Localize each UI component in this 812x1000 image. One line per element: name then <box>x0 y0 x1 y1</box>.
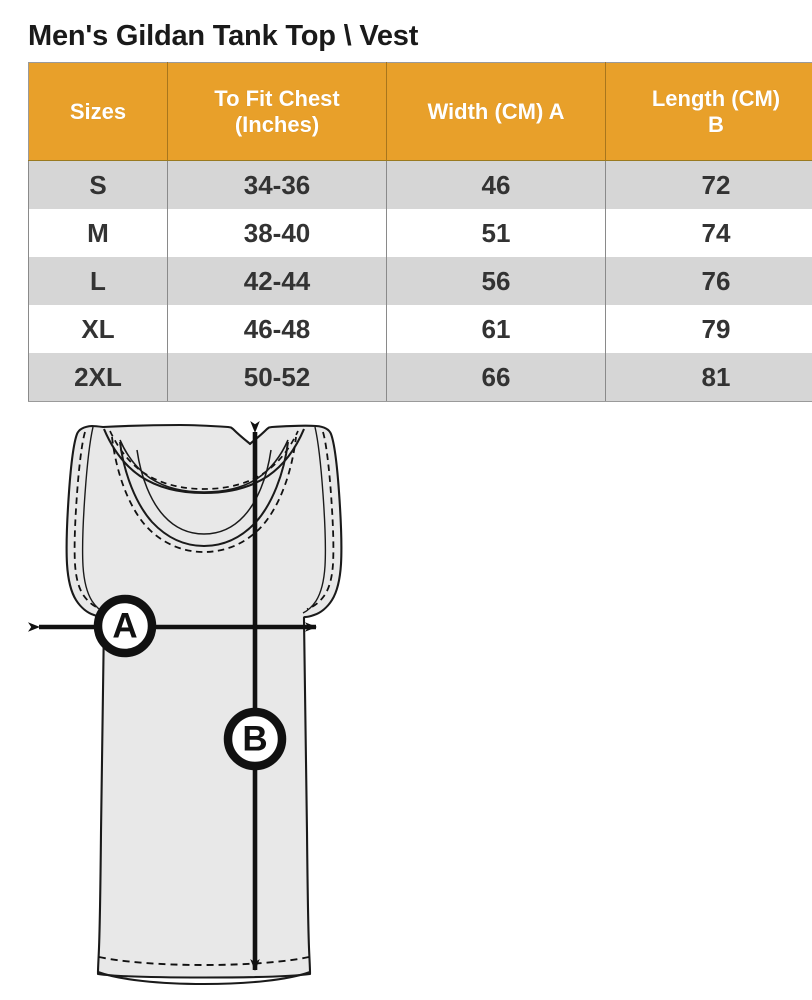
column-header-sizes-line-1: Sizes <box>69 98 127 124</box>
column-header-chest: To Fit Chest (Inches) <box>167 62 387 161</box>
measurement-marker-a-circle <box>93 594 157 658</box>
cell-length: 74 <box>605 209 812 257</box>
front-neckline-stitch-dashed <box>111 436 297 553</box>
table-row: L 42-44 56 76 <box>28 257 812 305</box>
table-row: M 38-40 51 74 <box>28 209 812 257</box>
tank-top-illustration <box>65 423 343 986</box>
size-chart-body: S 34-36 46 72 M 38-40 51 74 L 42-44 56 7… <box>28 160 812 402</box>
cell-length: 76 <box>605 257 812 305</box>
shoulder-seam-left <box>81 426 106 614</box>
cell-width: 46 <box>386 160 606 209</box>
cell-chest: 46-48 <box>167 305 387 353</box>
cell-chest: 42-44 <box>167 257 387 305</box>
table-row: 2XL 50-52 66 81 <box>28 353 812 402</box>
cell-size: S <box>28 160 168 209</box>
collar-band-inner-line <box>119 439 289 493</box>
column-header-sizes: Sizes <box>28 62 168 161</box>
cell-width: 66 <box>386 353 606 402</box>
hem-stitch-dashed <box>98 956 310 966</box>
front-neckline-scoop <box>119 441 289 548</box>
size-chart-table: Sizes To Fit Chest (Inches) Width (CM) A… <box>28 62 812 402</box>
column-header-width-line-1: Width (CM) A <box>427 98 565 124</box>
measurement-marker-b-circle <box>223 707 287 771</box>
cell-width: 56 <box>386 257 606 305</box>
table-header-row: Sizes To Fit Chest (Inches) Width (CM) A… <box>28 62 812 161</box>
cell-size: L <box>28 257 168 305</box>
garment-hem-curve <box>97 971 311 986</box>
cell-length: 79 <box>605 305 812 353</box>
cell-length: 81 <box>605 353 812 402</box>
size-chart-header: Sizes To Fit Chest (Inches) Width (CM) A… <box>28 62 812 161</box>
column-header-length-line-1: Length (CM) <box>651 85 781 111</box>
cell-size: M <box>28 209 168 257</box>
cell-width: 61 <box>386 305 606 353</box>
measurement-b-group: B <box>223 421 287 971</box>
column-header-length-line-2: B <box>708 111 724 137</box>
column-header-length: Length (CM) B <box>605 62 812 161</box>
measurement-marker-b-label: B <box>242 720 267 759</box>
collar-outer-stitch-dashed <box>109 430 299 490</box>
tank-top-diagram: A B <box>0 412 812 1000</box>
cell-width: 51 <box>386 209 606 257</box>
table-row: S 34-36 46 72 <box>28 160 812 209</box>
measurement-a-group: A <box>28 594 317 658</box>
cell-chest: 34-36 <box>167 160 387 209</box>
page-title: Men's Gildan Tank Top \ Vest <box>28 20 419 52</box>
cell-length: 72 <box>605 160 812 209</box>
cell-chest: 50-52 <box>167 353 387 402</box>
shoulder-seam-right <box>302 426 327 614</box>
column-header-chest-line-2: (Inches) <box>234 111 320 137</box>
column-header-width: Width (CM) A <box>386 62 606 161</box>
cell-size: 2XL <box>28 353 168 402</box>
armhole-left-stitch-dashed <box>73 431 102 610</box>
armhole-right-stitch-dashed <box>306 431 335 610</box>
cell-size: XL <box>28 305 168 353</box>
column-header-chest-line-1: To Fit Chest <box>214 85 340 111</box>
neckline-collar-outer <box>103 428 305 495</box>
garment-outline <box>65 423 343 979</box>
cell-chest: 38-40 <box>167 209 387 257</box>
measurement-marker-a-label: A <box>112 607 137 646</box>
table-row: XL 46-48 61 79 <box>28 305 812 353</box>
